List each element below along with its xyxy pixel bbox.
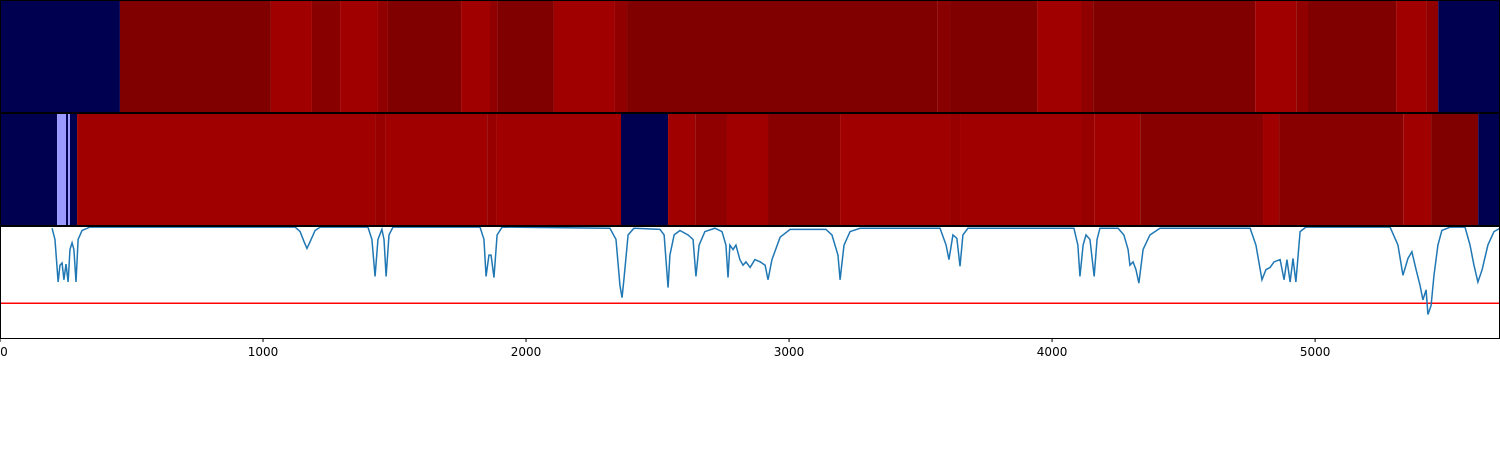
strip-segment	[487, 113, 497, 225]
strip-segment	[1255, 0, 1297, 112]
strip-segment	[377, 0, 388, 112]
strip-segment	[270, 0, 312, 112]
strip-segment	[620, 113, 669, 225]
strip-segment	[668, 113, 696, 225]
strip-segment	[553, 0, 615, 112]
strip-segment	[119, 0, 271, 112]
strip-segment	[77, 113, 376, 225]
strip-segment	[768, 113, 841, 225]
strip-segment	[950, 113, 961, 225]
strip-segment	[57, 113, 67, 225]
strip-segment	[726, 113, 769, 225]
line	[51, 226, 1500, 315]
strip-segment	[311, 0, 341, 112]
strip-segment	[68, 113, 70, 225]
strip-segment	[69, 113, 78, 225]
x-tick-label: 1000	[248, 345, 279, 359]
strip-segment	[0, 113, 58, 225]
x-tick-label: 5000	[1300, 345, 1331, 359]
strip-segment	[1431, 113, 1479, 225]
x-tick-label: 2000	[511, 345, 542, 359]
strip-segment	[1279, 113, 1404, 225]
strip-segment	[1263, 113, 1280, 225]
strip-segment	[1081, 113, 1095, 225]
strip-segment	[950, 0, 1038, 112]
strip-segment	[840, 113, 951, 225]
strip-segment	[1081, 0, 1094, 112]
strip-segment	[1296, 0, 1308, 112]
strip-segment	[461, 0, 491, 112]
strip-segment	[0, 0, 120, 112]
strip-segment	[937, 0, 951, 112]
strip-segment	[387, 0, 462, 112]
strip-segment	[496, 113, 621, 225]
strip-segment	[614, 0, 628, 112]
strip-segment	[1307, 0, 1397, 112]
strip-segment	[385, 113, 488, 225]
strip-segment	[1140, 113, 1264, 225]
strip-segment	[1478, 113, 1500, 225]
strip-segment	[340, 0, 378, 112]
strip-segment	[1093, 0, 1256, 112]
strip-segment	[66, 113, 69, 225]
strip-segment	[1037, 0, 1082, 112]
strip-segment	[695, 113, 727, 225]
strip-segment	[1438, 0, 1500, 112]
x-tick-label: 0	[0, 345, 8, 359]
axes-frame	[0, 226, 1500, 339]
strip-segment	[497, 0, 554, 112]
strip-segment	[375, 113, 386, 225]
strip-segment	[960, 113, 1082, 225]
strip-segment	[1094, 113, 1141, 225]
x-tick-label: 4000	[1037, 345, 1068, 359]
strip-segment	[490, 0, 498, 112]
strip-segment	[1426, 0, 1439, 112]
x-tick-label: 3000	[774, 345, 805, 359]
strip-segment	[1403, 113, 1432, 225]
strip-segment	[627, 0, 938, 112]
strip-segment	[1396, 0, 1427, 112]
